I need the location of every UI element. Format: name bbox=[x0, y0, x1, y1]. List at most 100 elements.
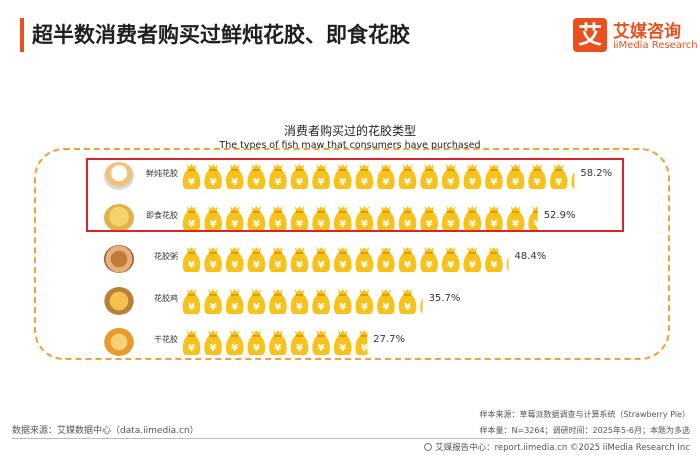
money-bag-icon: ¥ bbox=[377, 289, 395, 314]
svg-text:¥: ¥ bbox=[426, 260, 433, 271]
category-label: 即食花胶 bbox=[146, 211, 178, 220]
svg-text:¥: ¥ bbox=[274, 343, 281, 354]
svg-text:¥: ¥ bbox=[339, 260, 346, 271]
svg-text:¥: ¥ bbox=[426, 219, 433, 230]
svg-text:¥: ¥ bbox=[188, 343, 195, 354]
svg-text:¥: ¥ bbox=[382, 302, 389, 313]
svg-text:¥: ¥ bbox=[555, 177, 562, 188]
money-bag-icon: ¥ bbox=[182, 330, 201, 355]
sample-size: 样本量：N=3264；调研时间：2025年5-6月；本题为多选 bbox=[479, 426, 690, 435]
svg-text:¥: ¥ bbox=[274, 177, 281, 188]
money-bag-icon: ¥ bbox=[182, 206, 201, 231]
money-bag-icon: ¥ bbox=[463, 164, 482, 189]
money-bag-icon: ¥ bbox=[485, 247, 503, 272]
money-bag-icon: ¥ bbox=[247, 164, 266, 189]
svg-text:¥: ¥ bbox=[274, 219, 281, 230]
money-bag-icon: ¥ bbox=[333, 289, 352, 314]
money-bag-icon: ¥ bbox=[269, 330, 287, 355]
svg-text:¥: ¥ bbox=[253, 177, 260, 188]
money-bag-icon: ¥ bbox=[398, 206, 417, 231]
svg-text:¥: ¥ bbox=[253, 260, 260, 271]
highlight-box bbox=[86, 158, 624, 232]
money-bag-icon: ¥ bbox=[398, 289, 417, 314]
svg-text:¥: ¥ bbox=[210, 219, 217, 230]
svg-text:¥: ¥ bbox=[469, 219, 476, 230]
money-bag-icon: ¥ bbox=[225, 330, 244, 355]
svg-text:¥: ¥ bbox=[490, 260, 497, 271]
chart-frame bbox=[34, 148, 670, 360]
svg-text:¥: ¥ bbox=[210, 302, 217, 313]
money-bag-icon: ¥ bbox=[420, 247, 438, 272]
money-bag-icon: ¥ bbox=[333, 330, 352, 355]
money-bag-icon: ¥ bbox=[204, 289, 222, 314]
money-bag-icon: ¥ bbox=[528, 206, 541, 231]
money-bag-icon: ¥ bbox=[182, 164, 201, 189]
chart-row: 即食花胶 ¥ ¥ ¥ ¥ ¥ ¥ ¥ ¥ ¥ ¥ ¥ ¥ ¥ ¥ ¥ ¥ ¥52.9% bbox=[0, 200, 700, 236]
money-bag-icon: ¥ bbox=[204, 247, 222, 272]
svg-text:¥: ¥ bbox=[188, 177, 195, 188]
money-bag-icon: ¥ bbox=[420, 297, 423, 314]
money-bag-icon: ¥ bbox=[377, 164, 395, 189]
money-bag-icon: ¥ bbox=[420, 206, 438, 231]
chart-row: 干花胶 ¥ ¥ ¥ ¥ ¥ ¥ ¥ ¥ ¥27.7% bbox=[0, 324, 700, 360]
svg-text:¥: ¥ bbox=[404, 177, 411, 188]
money-bag-icon: ¥ bbox=[312, 206, 330, 231]
money-bag-icon: ¥ bbox=[247, 247, 266, 272]
svg-text:¥: ¥ bbox=[361, 177, 368, 188]
chart-row: 花胶粥 ¥ ¥ ¥ ¥ ¥ ¥ ¥ ¥ ¥ ¥ ¥ ¥ ¥ ¥ ¥ ¥48.4% bbox=[0, 241, 700, 277]
svg-text:¥: ¥ bbox=[382, 177, 389, 188]
svg-text:¥: ¥ bbox=[361, 260, 368, 271]
data-source: 数据来源：艾媒数据中心（data.iimedia.cn） bbox=[12, 426, 199, 436]
money-bag-icon: ¥ bbox=[506, 164, 525, 189]
money-bag-icon: ¥ bbox=[182, 289, 201, 314]
money-bag-icon: ¥ bbox=[247, 289, 266, 314]
money-bag-icon: ¥ bbox=[204, 164, 222, 189]
money-bag-icon: ¥ bbox=[377, 247, 395, 272]
money-bag-icon: ¥ bbox=[355, 247, 374, 272]
money-bag-icon: ¥ bbox=[355, 206, 374, 231]
svg-text:¥: ¥ bbox=[512, 219, 519, 230]
money-bag-icon: ¥ bbox=[269, 289, 287, 314]
svg-text:¥: ¥ bbox=[534, 219, 541, 230]
svg-text:¥: ¥ bbox=[490, 219, 497, 230]
money-bag-icon: ¥ bbox=[355, 330, 368, 355]
svg-text:¥: ¥ bbox=[361, 343, 368, 354]
money-bag-icon: ¥ bbox=[204, 330, 222, 355]
svg-text:¥: ¥ bbox=[231, 302, 238, 313]
svg-text:¥: ¥ bbox=[274, 302, 281, 313]
logo-mark-text: 艾 bbox=[578, 21, 602, 49]
money-bag-icon: ¥ bbox=[528, 164, 546, 189]
svg-text:¥: ¥ bbox=[296, 177, 303, 188]
svg-text:¥: ¥ bbox=[231, 219, 238, 230]
logo-cn-text: 艾媒咨询 bbox=[613, 22, 681, 42]
money-bag-icon: ¥ bbox=[485, 164, 503, 189]
money-bag-icon: ¥ bbox=[571, 171, 575, 189]
money-bag-icon: ¥ bbox=[269, 247, 287, 272]
money-bag-icon: ¥ bbox=[398, 164, 417, 189]
svg-text:¥: ¥ bbox=[253, 219, 260, 230]
money-bag-icon: ¥ bbox=[312, 330, 330, 355]
money-bag-icon: ¥ bbox=[441, 247, 460, 272]
fresh-stewed-fish-maw-jar-icon bbox=[104, 162, 134, 190]
svg-text:¥: ¥ bbox=[318, 260, 325, 271]
svg-text:¥: ¥ bbox=[361, 219, 368, 230]
footer-divider bbox=[12, 438, 690, 439]
page-title: 超半数消费者购买过鲜炖花胶、即食花胶 bbox=[32, 23, 410, 47]
money-bag-icon: ¥ bbox=[420, 164, 438, 189]
money-bag-icon: ¥ bbox=[182, 247, 201, 272]
money-bag-icon: ¥ bbox=[549, 164, 568, 189]
money-bag-icon: ¥ bbox=[377, 206, 395, 231]
svg-text:¥: ¥ bbox=[231, 260, 238, 271]
title-accent-bar bbox=[20, 18, 24, 52]
data-label: 52.9% bbox=[543, 210, 576, 221]
money-bag-icon: ¥ bbox=[225, 206, 244, 231]
svg-text:¥: ¥ bbox=[447, 260, 454, 271]
money-bag-icon: ¥ bbox=[333, 247, 352, 272]
svg-text:¥: ¥ bbox=[469, 177, 476, 188]
money-bag-icon: ¥ bbox=[225, 289, 244, 314]
chart-title: 消费者购买过的花胶类型 bbox=[283, 124, 416, 138]
svg-text:¥: ¥ bbox=[318, 302, 325, 313]
logo-mark: 艾 bbox=[573, 18, 607, 52]
category-label: 干花胶 bbox=[154, 335, 178, 344]
iimedia-logo: 艾 艾媒咨询 iiMedia Research bbox=[573, 16, 698, 56]
